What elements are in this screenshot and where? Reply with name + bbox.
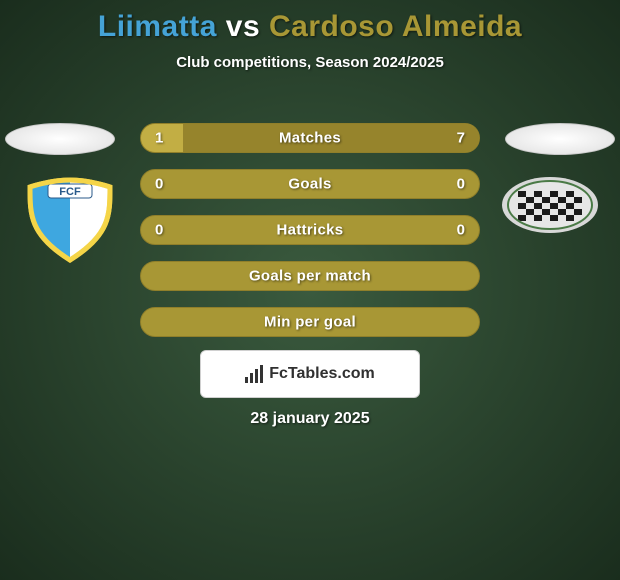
subtitle: Club competitions, Season 2024/2025 (0, 54, 620, 71)
bar-chart-icon (245, 365, 263, 383)
title-player2: Cardoso Almeida (269, 10, 522, 43)
watermark-text: FcTables.com (269, 365, 375, 383)
club-badge-left-text: FCF (59, 186, 81, 198)
page-title: Liimatta vs Cardoso Almeida (0, 0, 620, 44)
title-player1: Liimatta (98, 10, 217, 43)
title-vs: vs (226, 10, 260, 43)
stat-bar-row: Goals0 0 (140, 169, 480, 199)
stat-bar-value-right: 0 (457, 222, 465, 239)
stat-bar-label: Hattricks (141, 222, 479, 239)
watermark: FcTables.com (200, 350, 420, 398)
stat-bar-value-left: 0 (155, 222, 163, 239)
stat-bar-label: Goals (141, 176, 479, 193)
stat-bar-value-left: 1 (155, 130, 163, 147)
stat-bar-value-right: 0 (457, 176, 465, 193)
stat-bar-label: Goals per match (141, 268, 479, 285)
stat-bar-row: Hattricks0 0 (140, 215, 480, 245)
stat-bar-row: Goals per match (140, 261, 480, 291)
club-badge-right (500, 175, 600, 265)
stat-bar-label: Matches (141, 130, 479, 147)
stat-bar-value-left: 0 (155, 176, 163, 193)
club-badge-left: FCF (20, 175, 120, 265)
stat-bar-value-right: 7 (457, 130, 465, 147)
stat-bar-row: Matches1 7 (140, 123, 480, 153)
stat-bar-row: Min per goal (140, 307, 480, 337)
player-silhouette-right (505, 123, 615, 155)
date-text: 28 january 2025 (0, 410, 620, 428)
stat-bar-label: Min per goal (141, 314, 479, 331)
player-silhouette-left (5, 123, 115, 155)
comparison-card: Liimatta vs Cardoso Almeida Club competi… (0, 0, 620, 580)
stat-bars: Matches17Goals00Hattricks00Goals per mat… (140, 123, 480, 353)
